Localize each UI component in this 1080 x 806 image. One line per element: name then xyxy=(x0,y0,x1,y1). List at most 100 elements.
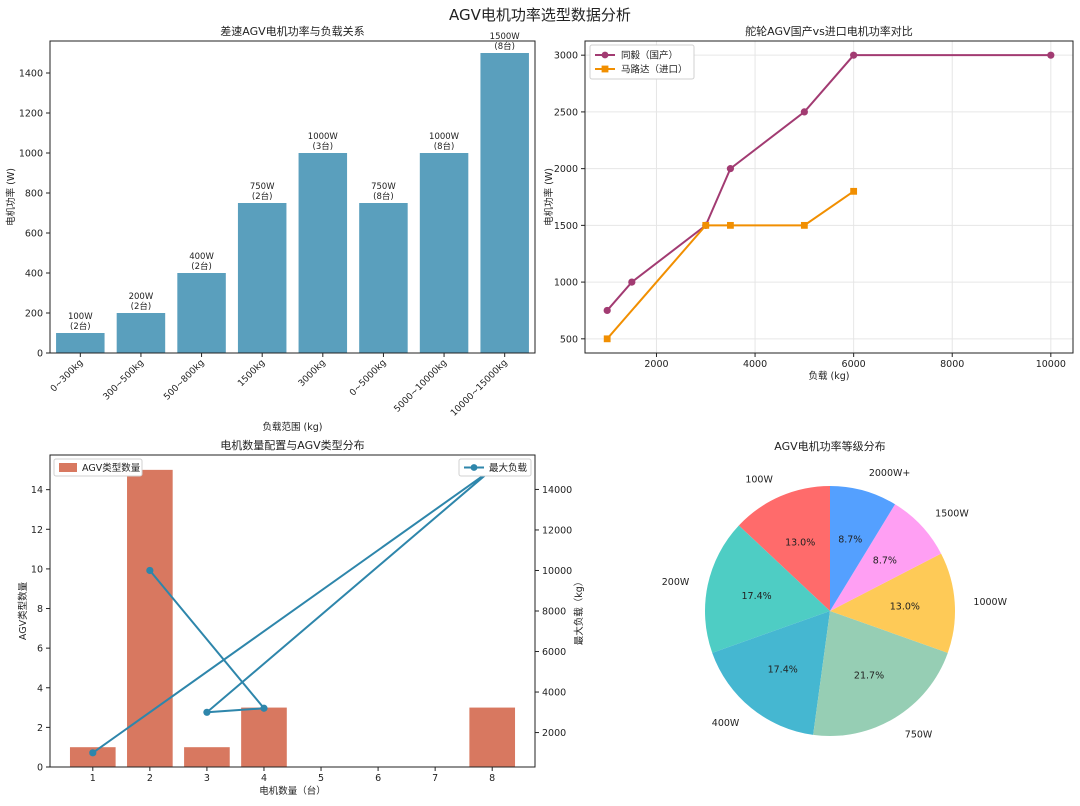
y-tick-label: 2500 xyxy=(554,107,578,118)
y-tick-label: 600 xyxy=(25,229,43,240)
x-tick-label: 10000~15000kg xyxy=(449,358,510,419)
legend-label: 最大负载 xyxy=(489,462,528,474)
x-tick-label: 3000kg xyxy=(297,358,328,389)
bar-value-label: 1500W xyxy=(490,32,521,42)
bar-count-label: (2台) xyxy=(70,321,91,332)
bar xyxy=(480,53,529,353)
bar-count-label: (8台) xyxy=(494,41,515,52)
y-tick-label: 400 xyxy=(25,269,43,280)
bar xyxy=(237,203,287,353)
y-axis-label: 电机功率 (W) xyxy=(543,168,555,226)
data-point xyxy=(89,749,97,757)
bar xyxy=(56,333,105,353)
legend: 同毅（国产） 马路达（进口） xyxy=(589,44,695,80)
bar-value-label: 400W xyxy=(189,252,214,262)
bar-count-label: (2台) xyxy=(131,301,152,312)
pie-label: 1500W xyxy=(935,509,969,520)
x-tick-label: 6 xyxy=(375,773,381,784)
data-point xyxy=(850,51,858,59)
grid xyxy=(585,41,1073,353)
bar-value-label: 750W xyxy=(250,182,275,192)
y-right-tick-label: 12000 xyxy=(542,525,572,536)
y-tick-label: 14 xyxy=(31,485,43,496)
bar-count-label: (3台) xyxy=(313,141,334,152)
x-tick-label: 8000 xyxy=(940,359,964,370)
x-tick-label: 8 xyxy=(489,773,495,784)
bar xyxy=(184,747,230,767)
x-tick-label: 300~500kg xyxy=(102,358,146,402)
x-tick-label: 1500kg xyxy=(236,358,267,389)
data-point xyxy=(727,221,734,229)
bar-value-label: 100W xyxy=(68,312,93,322)
y-tick-label: 2000 xyxy=(554,164,578,175)
pie-percent-label: 8.7% xyxy=(838,534,862,545)
pie-slice xyxy=(830,504,942,611)
pie-label: 100W xyxy=(745,475,773,486)
pie-slice xyxy=(813,611,948,737)
x-tick-label: 4000 xyxy=(743,359,767,370)
y-tick-label: 4 xyxy=(37,683,43,694)
chart-title: 舵轮AGV国产vs进口电机功率对比 xyxy=(745,24,913,38)
pie-slice xyxy=(705,525,830,653)
bar xyxy=(298,153,348,353)
pie-percent-label: 8.7% xyxy=(873,555,897,566)
y-right-tick-label: 8000 xyxy=(542,607,566,618)
pie-slice xyxy=(712,611,830,735)
pie-slice xyxy=(830,553,956,653)
y-tick-label: 1500 xyxy=(554,221,578,232)
bar xyxy=(116,313,166,353)
x-axis-label: 电机数量（台） xyxy=(259,785,326,797)
y-right-tick-label: 2000 xyxy=(542,728,566,739)
bar-value-label: 1000W xyxy=(308,132,339,142)
bar-count-label: (8台) xyxy=(373,191,394,202)
chart-4-pie: 100W 13.0% 200W 17.4% 400W 17.4% 750W 21.7% 1000… xyxy=(662,439,1008,740)
legend-marker xyxy=(601,51,609,59)
legend-bars: AGV类型数量 xyxy=(53,458,143,477)
pie-label: 400W xyxy=(712,718,740,729)
pie-percent-label: 17.4% xyxy=(741,591,771,602)
legend-marker xyxy=(601,65,609,73)
data-point xyxy=(260,704,268,712)
data-point xyxy=(203,708,211,716)
data-point xyxy=(603,335,611,343)
x-tick-label: 1 xyxy=(90,773,96,784)
bar xyxy=(359,203,408,353)
y-tick-label: 6 xyxy=(37,644,43,655)
legend-box xyxy=(589,44,695,80)
data-point xyxy=(850,187,858,195)
bar-value-label: 1000W xyxy=(429,132,460,142)
y-tick-label: 8 xyxy=(37,604,43,615)
chart-title: 差速AGV电机功率与负载关系 xyxy=(220,24,364,38)
y-tick-label: 0 xyxy=(37,763,43,774)
x-tick-label: 0~5000kg xyxy=(348,358,388,398)
legend-label: 同毅（国产） xyxy=(621,50,678,62)
pie-slice xyxy=(830,486,896,611)
x-tick-label: 7 xyxy=(432,773,438,784)
figure-title: AGV电机功率选型数据分析 xyxy=(449,6,631,24)
bar-count-label: (2台) xyxy=(191,261,212,272)
y-right-tick-label: 6000 xyxy=(542,647,566,658)
data-point xyxy=(800,221,808,229)
x-tick-label: 6000 xyxy=(842,359,866,370)
chart-1-bar: 100W(2台)0~300kg200W(2台)300~500kg400W(2台)… xyxy=(5,24,536,433)
chart-3-bar-line: 1 2 3 4 5 6 7 802468101214200040006000800010000… xyxy=(17,438,585,797)
pie-label: 1000W xyxy=(973,597,1007,608)
data-point xyxy=(726,165,735,173)
x-axis-label: 负载范围 (kg) xyxy=(263,421,323,433)
x-tick-label: 2 xyxy=(147,773,153,784)
y-tick-label: 1000 xyxy=(554,278,578,289)
pie-percent-label: 13.0% xyxy=(785,538,815,549)
y-right-tick-label: 14000 xyxy=(542,485,572,496)
y-axis-label: 电机功率 (W) xyxy=(5,168,17,226)
data-point xyxy=(1047,51,1055,59)
x-tick-label: 5000~10000kg xyxy=(393,358,450,415)
data-point xyxy=(146,566,154,575)
bar xyxy=(127,469,173,767)
bar-count-label: (2台) xyxy=(252,191,273,202)
y-tick-label: 1200 xyxy=(19,109,43,120)
data-point xyxy=(628,278,636,286)
bar xyxy=(469,707,516,767)
bar xyxy=(69,747,116,767)
series-line xyxy=(606,190,855,340)
